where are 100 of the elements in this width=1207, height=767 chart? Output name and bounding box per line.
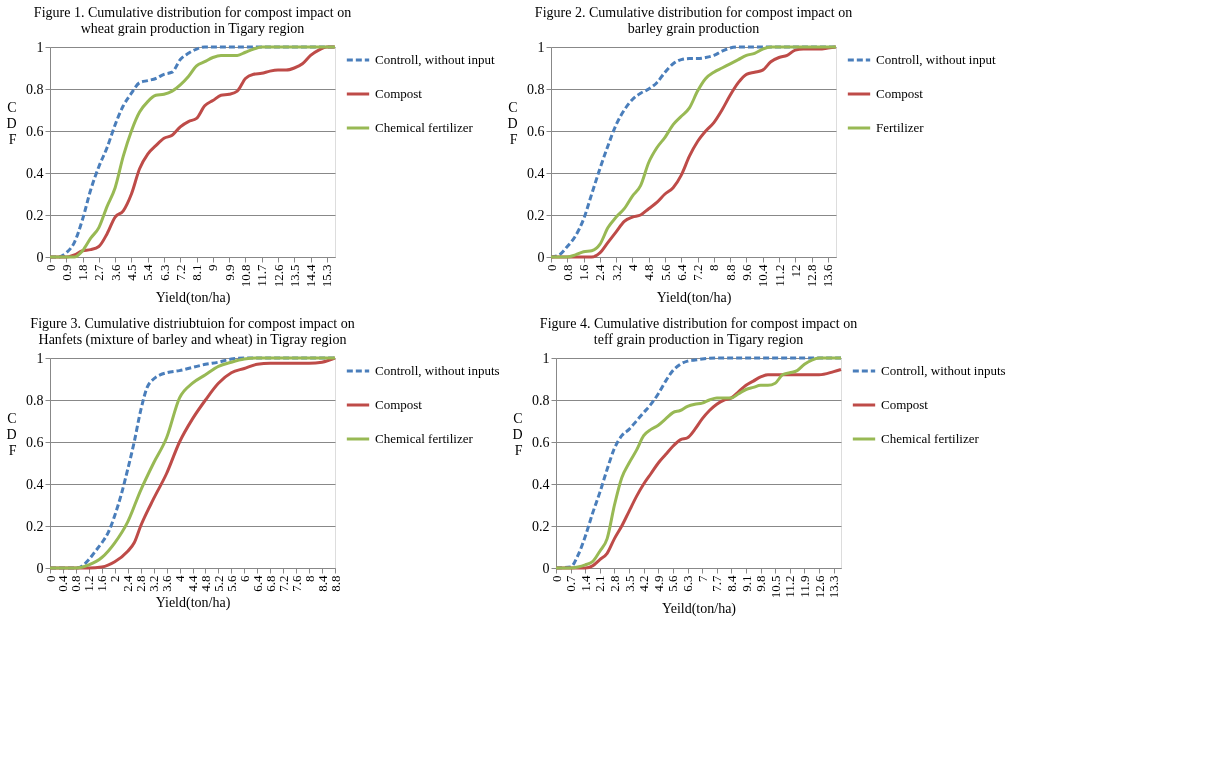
- x-tick-label: 8.4: [314, 575, 330, 592]
- y-tick-label: 0.4: [26, 165, 44, 181]
- y-tick-label: 0.2: [527, 207, 545, 223]
- x-tick-label: 8.8: [722, 264, 738, 281]
- x-tick-label: 0.8: [559, 264, 575, 281]
- x-tick-label: 8: [706, 264, 722, 271]
- legend-label: Controll, without inputs: [375, 363, 500, 378]
- x-tick-label: 4.4: [185, 575, 200, 592]
- x-tick-label: 6.4: [673, 264, 689, 281]
- x-tick-label: 4.5: [123, 264, 139, 281]
- chart-title: Figure 1. Cumulative distribution for compost impact on wheat grain production in Tigary region: [33, 5, 352, 36]
- x-tick-label: 2.8: [133, 575, 149, 592]
- y-axis-title: CDF: [6, 410, 17, 458]
- legend-label: Fertilizer: [876, 120, 925, 135]
- x-tick-label: 0: [548, 575, 564, 582]
- y-tick-label: 1: [36, 39, 44, 55]
- y-tick-label: 0.2: [26, 207, 44, 223]
- x-tick-label: 7.7: [709, 575, 725, 592]
- x-tick-label: 1.4: [577, 575, 593, 592]
- x-axis-title: Yield(ton/ha): [155, 594, 231, 611]
- x-tick-label: 8: [301, 575, 317, 582]
- x-tick-label: 0.8: [68, 575, 84, 592]
- x-tick-label: 1.2: [81, 575, 97, 592]
- x-tick-label: 9.9: [221, 264, 237, 281]
- x-tick-label: 13.6: [820, 264, 836, 288]
- x-tick-label: 3.6: [107, 264, 123, 281]
- x-axis-title: Yield(ton/ha): [155, 290, 231, 307]
- y-axis-title: CDF: [507, 99, 518, 147]
- y-tick-label: 0.4: [527, 165, 545, 181]
- x-tick-label: 11.2: [771, 264, 787, 287]
- y-axis-title: CDF: [512, 410, 523, 458]
- x-tick-label: 4: [624, 264, 640, 271]
- x-tick-label: 7.6: [288, 575, 304, 592]
- x-tick-label: 5.6: [657, 264, 673, 281]
- x-tick-label: 7.2: [690, 264, 706, 281]
- legend-label: Controll, without inputs: [881, 363, 1006, 378]
- legend-label: Compost: [375, 397, 423, 412]
- legend-label: Controll, without input: [876, 52, 996, 67]
- y-tick-label: 0.8: [527, 81, 545, 97]
- y-tick-label: 0.2: [532, 518, 550, 534]
- x-tick-label: 0.4: [55, 575, 71, 592]
- y-tick-label: 0.8: [26, 392, 44, 408]
- y-tick-label: 0.6: [532, 434, 550, 450]
- y-tick-label: 0.6: [527, 123, 545, 139]
- x-tick-label: 4.9: [650, 575, 666, 592]
- y-tick-label: 1: [36, 350, 44, 366]
- x-tick-label: 2.4: [120, 575, 136, 592]
- x-tick-label: 5.6: [665, 575, 681, 592]
- x-tick-label: 7: [694, 575, 710, 582]
- x-tick-label: 9.1: [738, 575, 754, 592]
- x-tick-label: 11.7: [254, 264, 270, 287]
- x-tick-label: 0: [42, 264, 58, 271]
- x-tick-label: 12.8: [804, 264, 820, 288]
- legend-label: Compost: [375, 86, 423, 101]
- x-tick-label: 9.8: [753, 575, 769, 592]
- legend-label: Chemical fertilizer: [375, 431, 474, 446]
- x-tick-label: 2.1: [592, 575, 608, 592]
- x-tick-label: 8.1: [189, 264, 205, 281]
- line-series: [48, 45, 337, 259]
- y-tick-label: 0.6: [26, 434, 44, 450]
- x-tick-label: 8.8: [327, 575, 343, 592]
- y-axis-title: CDF: [6, 99, 17, 147]
- x-tick-label: 0: [42, 575, 58, 582]
- x-tick-label: 13.5: [286, 264, 302, 288]
- x-tick-label: 7.2: [172, 264, 188, 281]
- chart-title: Figure 3. Cumulative distriubtuion for compost impact on Hanfets (mixture of barley and wheat) in Tigray region: [30, 316, 355, 348]
- legend-label: Controll, without input: [375, 52, 495, 67]
- x-tick-label: 11.2: [782, 575, 798, 598]
- x-tick-label: 5.2: [210, 575, 226, 592]
- x-tick-label: 6.8: [262, 575, 278, 592]
- x-tick-label: 6.3: [156, 264, 172, 281]
- x-tick-label: 2.4: [592, 264, 608, 281]
- x-tick-label: 1.6: [94, 575, 110, 592]
- x-tick-label: 13.3: [826, 575, 842, 599]
- x-tick-label: 3.2: [608, 264, 624, 281]
- x-tick-label: 10.5: [767, 575, 783, 599]
- x-axis-title: Yeild(ton/ha): [661, 601, 737, 618]
- legend-label: Chemical fertilizer: [881, 431, 980, 446]
- x-tick-label: 5.6: [223, 575, 239, 592]
- x-tick-label: 7.2: [275, 575, 291, 592]
- legend-label: Compost: [876, 86, 924, 101]
- x-tick-label: 11.9: [796, 575, 812, 598]
- legend-label: Compost: [881, 397, 929, 412]
- y-tick-label: 0.4: [532, 476, 550, 492]
- x-tick-label: 6.3: [680, 575, 696, 592]
- x-tick-label: 2.8: [606, 575, 622, 592]
- x-tick-label: 5.4: [140, 264, 156, 281]
- y-tick-label: 0.2: [26, 518, 44, 534]
- legend-label: Chemical fertilizer: [375, 120, 474, 135]
- chart-title: Figure 2. Cumulative distribution for compost impact on barley grain production: [534, 5, 853, 36]
- x-tick-label: 12.6: [811, 575, 827, 599]
- y-tick-label: 1: [542, 350, 550, 366]
- x-tick-label: 0.9: [58, 264, 74, 281]
- y-tick-label: 0.6: [26, 123, 44, 139]
- x-tick-label: 1.8: [75, 264, 91, 281]
- y-tick-label: 0.8: [26, 81, 44, 97]
- line-series: [549, 45, 838, 259]
- x-tick-label: 10.8: [237, 264, 253, 288]
- x-tick-label: 14.4: [303, 264, 319, 288]
- x-tick-label: 9.6: [738, 264, 754, 281]
